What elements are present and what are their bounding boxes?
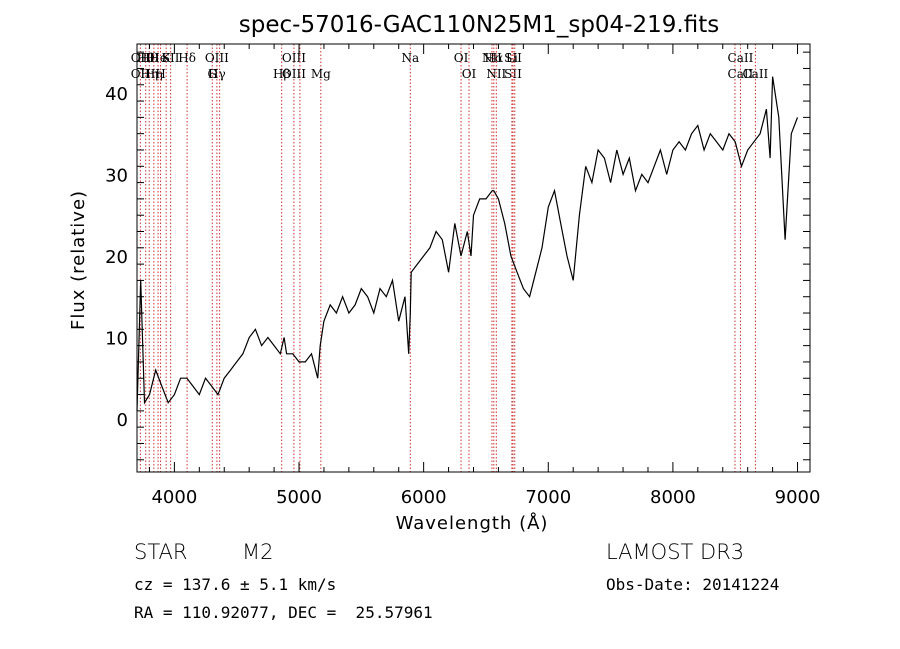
chart-title: spec-57016-GAC110N25M1_sp04-219.fits (239, 12, 719, 38)
y-tick-label: 0 (117, 410, 128, 431)
y-tick-label: 10 (105, 328, 128, 349)
y-axis-label: Flux (relative) (68, 190, 89, 330)
marker-label: CaII (728, 67, 754, 81)
y-tick-label: 30 (105, 165, 128, 186)
x-tick-label: 6000 (401, 487, 447, 508)
marker-label: Mg (311, 67, 331, 81)
x-tick-label: 4000 (151, 487, 197, 508)
x-axis-label: Wavelength (Å) (396, 512, 549, 534)
marker-label: CaII (742, 67, 768, 81)
obs-date: Obs-Date: 20141224 (606, 575, 780, 594)
marker-label: SII (504, 67, 522, 81)
x-tick-label: 9000 (775, 487, 821, 508)
marker-label: H (155, 67, 165, 81)
marker-label: Hη (145, 67, 163, 81)
x-tick-label: 8000 (650, 487, 696, 508)
object-class: STAR (134, 540, 188, 564)
marker-label: OIII (282, 51, 306, 65)
marker-label: OIII (282, 67, 306, 81)
x-tick-label: 7000 (525, 487, 571, 508)
coordinates: RA = 110.92077, DEC = 25.57961 (134, 603, 433, 622)
marker-label: Hα (485, 51, 504, 65)
marker-label: Li (506, 51, 518, 65)
marker-label: Hη (140, 67, 158, 81)
marker-label: SII (162, 51, 180, 65)
marker-label: NII (482, 51, 502, 65)
marker-label: CaII (728, 51, 754, 65)
marker-label: SII (504, 51, 522, 65)
survey-name: LAMOST DR3 (606, 540, 745, 564)
redshift-cz: cz = 137.6 ± 5.1 km/s (134, 575, 337, 594)
marker-label: OI (454, 51, 469, 65)
marker-label: Na (401, 51, 419, 65)
axis-ticks: 4000 5000 6000 7000 8000 9000 0 10 20 30 40 (105, 44, 820, 508)
plot-frame (136, 43, 811, 473)
marker-label: OI (462, 67, 477, 81)
marker-label: Hδ (178, 51, 196, 65)
x-tick-label: 5000 (276, 487, 322, 508)
marker-label: NII (486, 67, 506, 81)
marker-label: Hβ (273, 67, 290, 81)
marker-label: K (162, 51, 172, 65)
spectrum-line (136, 76, 799, 411)
marker-label: OIII (205, 51, 229, 65)
object-subclass: M2 (242, 540, 274, 564)
marker-label: Hγ (208, 67, 226, 81)
marker-label: He (149, 51, 167, 65)
marker-label: G (207, 67, 217, 81)
marker-label: Hθ (137, 51, 155, 65)
y-tick-label: 40 (105, 84, 128, 105)
marker-label: OII (131, 67, 151, 81)
y-tick-label: 20 (105, 247, 128, 268)
